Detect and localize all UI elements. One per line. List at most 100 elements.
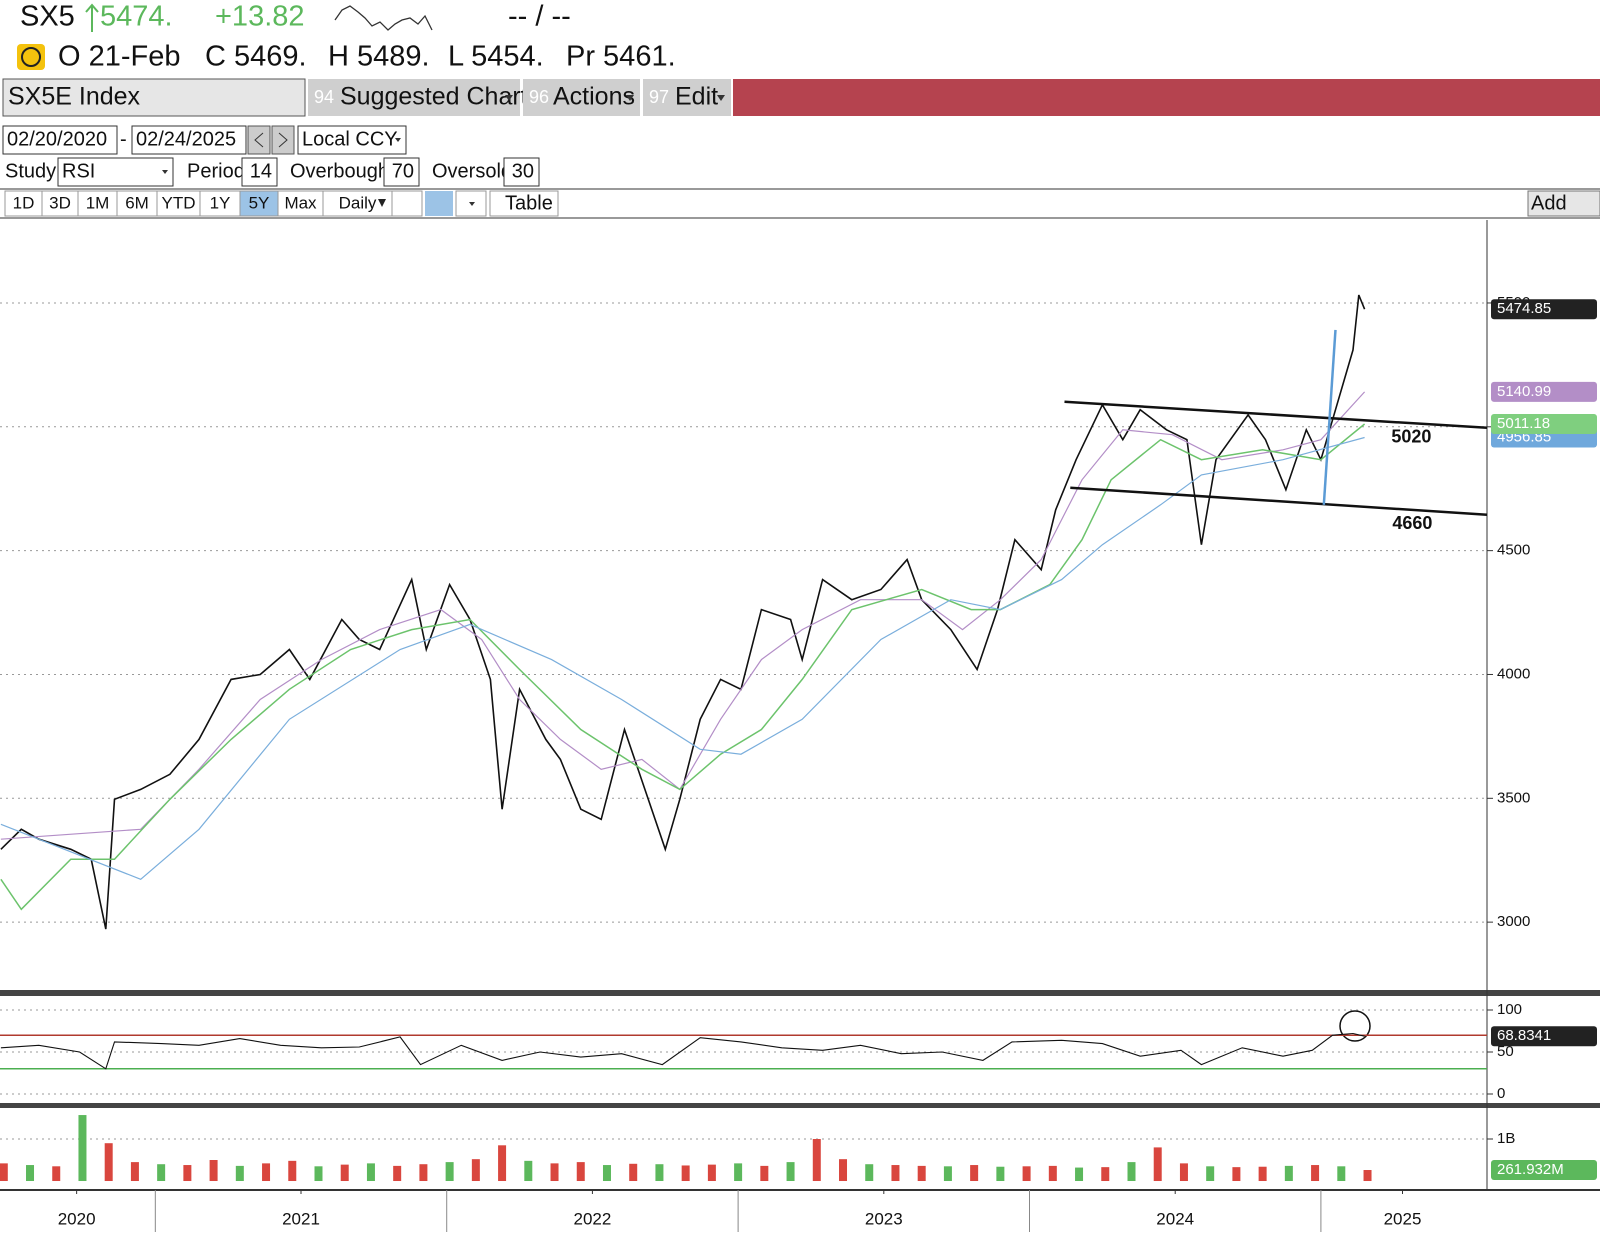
start-date[interactable]: 02/20/2020	[7, 128, 107, 150]
volume-bar	[235, 1165, 244, 1182]
menu-button[interactable]	[308, 79, 520, 116]
dropdown-arrow	[395, 138, 401, 142]
high: H 5489.	[328, 41, 430, 73]
volume-bar	[78, 1115, 87, 1182]
volume-bar	[1311, 1165, 1320, 1182]
next-icon	[278, 132, 288, 148]
dropdown-arrow	[469, 202, 475, 206]
value-badge	[1491, 381, 1597, 402]
start-date-input[interactable]	[2, 125, 118, 155]
value-badge	[1491, 1026, 1597, 1047]
prev-button[interactable]	[247, 125, 271, 155]
y-tick-label: 50	[1497, 1043, 1514, 1060]
period-button[interactable]	[199, 190, 241, 217]
volume-bar	[1206, 1166, 1215, 1182]
blank-field[interactable]	[391, 190, 423, 217]
table-button[interactable]	[489, 190, 559, 217]
period-button[interactable]	[156, 190, 201, 217]
volume-bar	[1232, 1167, 1241, 1182]
end-date[interactable]: 02/24/2025	[136, 128, 236, 150]
volume-bar	[209, 1160, 218, 1182]
security[interactable]: SX5E Index	[8, 83, 141, 111]
volume-bar	[917, 1165, 926, 1182]
color-field[interactable]	[425, 191, 453, 216]
volume-bar	[629, 1163, 638, 1182]
period-label[interactable]: YTD	[162, 193, 196, 212]
menu-button[interactable]	[643, 79, 731, 116]
end-date-input[interactable]	[131, 125, 247, 155]
menu-button[interactable]	[523, 79, 640, 116]
up-arrow	[85, 3, 99, 32]
table-label[interactable]: Table	[505, 192, 553, 214]
trend-line	[1322, 329, 1337, 505]
period-value[interactable]: 14	[250, 160, 272, 182]
series-line	[0, 423, 1366, 911]
date-separator: -	[120, 128, 127, 150]
trend-line	[1064, 400, 1488, 430]
volume-bar	[1337, 1166, 1346, 1182]
volume-bar	[576, 1162, 585, 1182]
study-label: Study	[5, 160, 56, 182]
volume-bar	[681, 1165, 690, 1182]
y-tick-label: 0	[1497, 1085, 1505, 1102]
currency[interactable]: Local CCY	[302, 128, 398, 150]
study-select[interactable]	[57, 157, 174, 187]
menu-label[interactable]: Edit	[675, 83, 718, 111]
volume-bar	[498, 1145, 507, 1182]
volume-bar	[130, 1162, 139, 1182]
add-button[interactable]	[1527, 190, 1600, 217]
period-label[interactable]: 1M	[86, 193, 110, 212]
x-tick-label: 2024	[1156, 1209, 1194, 1228]
low: L 5454.	[448, 41, 544, 73]
y-tick-label: 1B	[1497, 1130, 1515, 1147]
value-badge-label: 5011.18	[1497, 415, 1550, 432]
oversold-value[interactable]: 30	[512, 160, 534, 182]
volume-bar	[655, 1164, 664, 1182]
period-label[interactable]: 1Y	[210, 193, 231, 212]
y-tick-label: 3500	[1497, 789, 1530, 806]
period-button[interactable]	[239, 190, 279, 217]
period-label[interactable]: Daily	[339, 193, 377, 212]
overbought-input[interactable]	[383, 157, 420, 187]
volume-bar	[1048, 1165, 1057, 1182]
menu-number: 97	[649, 87, 669, 107]
period-button[interactable]	[4, 190, 43, 217]
period-label[interactable]: 6M	[125, 193, 149, 212]
period-button[interactable]	[77, 190, 118, 217]
volume-bar	[839, 1159, 848, 1182]
x-tick-label: 2021	[282, 1209, 320, 1228]
period-buttons: 1D 3D 1M 6M YTD 1Y 5Y Max Daily	[4, 190, 393, 217]
volume-bar	[970, 1165, 979, 1182]
period-input[interactable]	[241, 157, 278, 187]
series-line	[0, 1032, 1365, 1070]
series-line	[0, 436, 1365, 880]
prev: Pr 5461.	[566, 41, 676, 73]
volume-bar	[262, 1163, 271, 1182]
period-label[interactable]: 5Y	[249, 193, 270, 212]
volume-bar	[943, 1166, 952, 1182]
dropdown-arrow	[626, 95, 634, 101]
period-label[interactable]: Max	[284, 193, 317, 212]
title-bar	[733, 79, 1600, 116]
add-label[interactable]: Add	[1531, 192, 1567, 214]
x-tick-label: 2025	[1384, 1209, 1422, 1228]
study-name[interactable]: RSI	[62, 160, 95, 182]
oversold-input[interactable]	[503, 157, 540, 187]
security-box[interactable]	[2, 78, 306, 117]
volume-bar	[471, 1159, 480, 1182]
period-label[interactable]: 3D	[49, 193, 71, 212]
period-button[interactable]	[41, 190, 79, 217]
change: +13.82	[215, 1, 305, 33]
next-button[interactable]	[271, 125, 295, 155]
period-button[interactable]	[116, 190, 158, 217]
value-badge	[1491, 1160, 1597, 1181]
currency-select[interactable]	[297, 125, 407, 155]
menu-label[interactable]: Actions	[553, 83, 635, 111]
dropdown-arrow	[717, 95, 725, 101]
period-label: Period	[187, 160, 245, 182]
overbought-value[interactable]: 70	[392, 160, 414, 182]
x-tick-label: 2020	[58, 1209, 96, 1228]
value-badge	[1491, 414, 1597, 435]
period-label[interactable]: 1D	[13, 193, 35, 212]
